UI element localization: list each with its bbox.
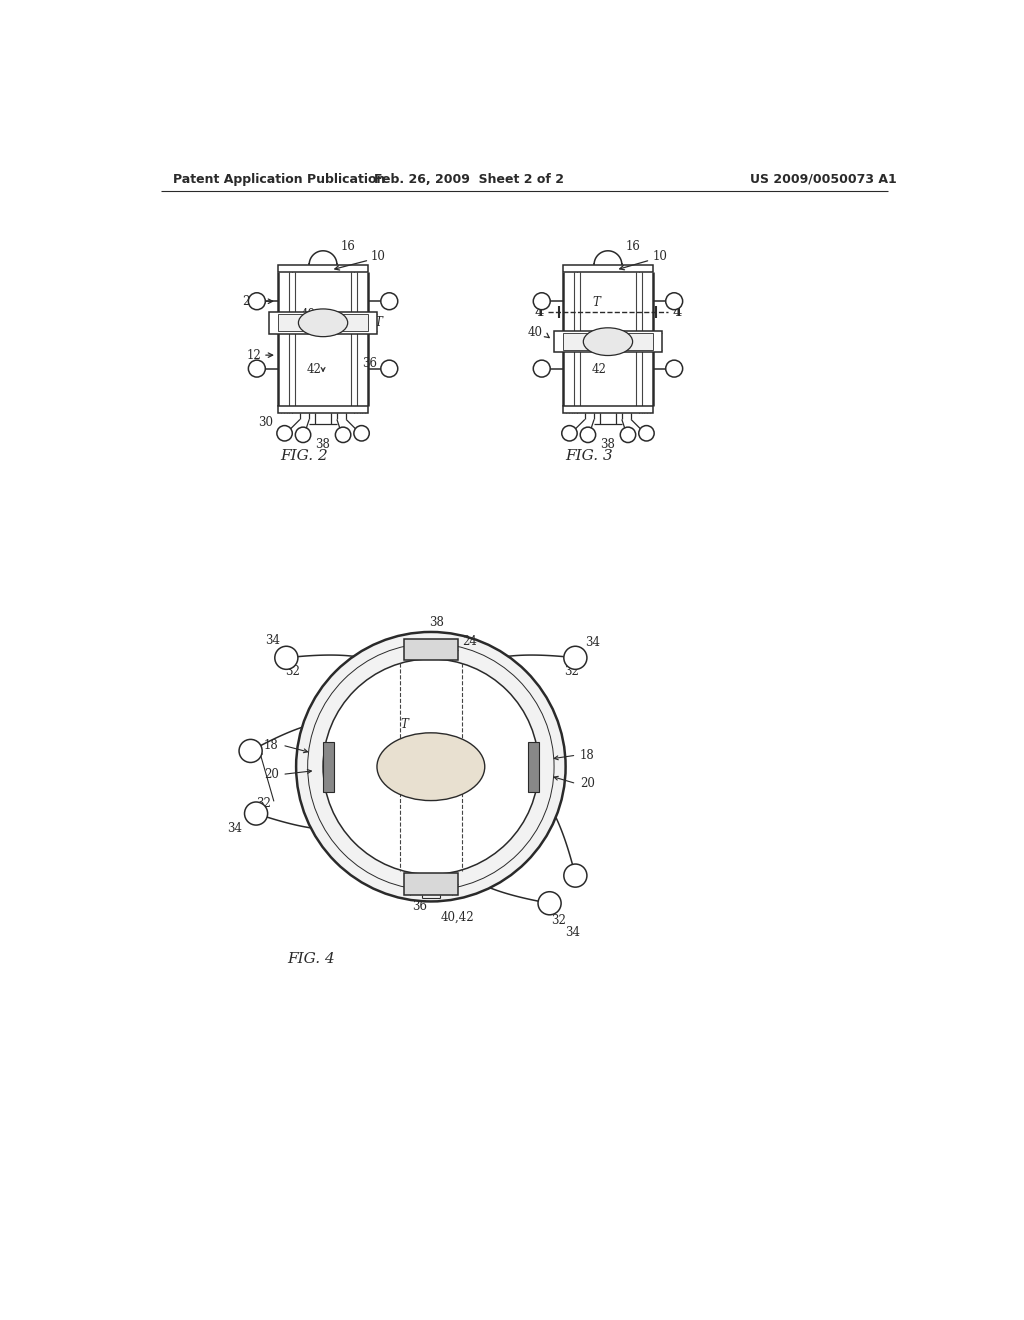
Circle shape [666, 360, 683, 378]
Text: 38: 38 [430, 616, 444, 630]
Text: 4: 4 [535, 305, 544, 318]
Circle shape [562, 425, 578, 441]
Text: 42: 42 [306, 363, 322, 376]
Circle shape [354, 425, 370, 441]
Text: 34: 34 [265, 635, 280, 647]
Bar [403, 639, 458, 660]
Circle shape [276, 425, 292, 441]
Text: 32: 32 [551, 913, 566, 927]
Circle shape [249, 293, 265, 310]
Bar [269, 312, 377, 334]
Bar [563, 333, 652, 350]
Circle shape [249, 360, 265, 378]
Circle shape [336, 428, 351, 442]
Ellipse shape [298, 309, 348, 337]
Text: FIG. 3: FIG. 3 [565, 449, 612, 462]
Text: 28: 28 [243, 294, 257, 308]
Text: FIG. 4: FIG. 4 [288, 952, 336, 966]
Circle shape [274, 647, 298, 669]
Bar [528, 742, 539, 792]
Text: 20: 20 [264, 768, 279, 781]
Circle shape [323, 659, 539, 874]
Text: 16: 16 [626, 240, 640, 253]
Text: 16: 16 [340, 240, 355, 253]
Circle shape [666, 293, 683, 310]
Text: 12: 12 [247, 348, 261, 362]
Text: 36: 36 [361, 356, 377, 370]
Text: US 2009/0050073 A1: US 2009/0050073 A1 [751, 173, 897, 186]
Text: 34: 34 [227, 822, 242, 836]
Circle shape [621, 428, 636, 442]
Circle shape [239, 739, 262, 763]
Text: 40: 40 [527, 326, 543, 339]
Circle shape [639, 425, 654, 441]
Circle shape [564, 647, 587, 669]
Text: 20: 20 [580, 777, 595, 791]
Circle shape [381, 293, 397, 310]
Text: T: T [400, 718, 408, 731]
Text: 38: 38 [600, 437, 615, 450]
Text: 32: 32 [256, 797, 271, 810]
Bar [279, 407, 368, 413]
Bar [279, 264, 368, 272]
Bar [323, 742, 334, 792]
Text: T: T [375, 317, 382, 329]
Text: 34: 34 [565, 927, 581, 939]
Text: 42: 42 [591, 363, 606, 376]
Text: 40: 40 [300, 308, 315, 321]
Circle shape [564, 865, 587, 887]
Circle shape [581, 428, 596, 442]
Text: T: T [593, 296, 600, 309]
Text: Patent Application Publication: Patent Application Publication [173, 173, 385, 186]
Text: 18: 18 [264, 739, 279, 751]
Ellipse shape [584, 327, 633, 355]
Text: 18: 18 [580, 748, 595, 762]
Bar [563, 407, 652, 413]
Bar [554, 331, 662, 352]
Text: 4: 4 [673, 305, 682, 318]
Circle shape [296, 632, 565, 902]
Text: 36: 36 [412, 900, 427, 913]
Text: 24: 24 [462, 635, 477, 648]
Circle shape [538, 892, 561, 915]
Text: Feb. 26, 2009  Sheet 2 of 2: Feb. 26, 2009 Sheet 2 of 2 [375, 173, 564, 186]
Text: 38: 38 [315, 437, 331, 450]
Circle shape [534, 293, 550, 310]
Bar [403, 873, 458, 895]
Bar [563, 264, 652, 272]
Circle shape [381, 360, 397, 378]
Bar [279, 314, 368, 331]
Text: 10: 10 [371, 251, 386, 264]
Text: FIG. 2: FIG. 2 [280, 449, 328, 462]
Text: 30: 30 [258, 416, 272, 429]
Text: 40,42: 40,42 [441, 911, 474, 924]
Text: 10: 10 [653, 251, 668, 264]
Ellipse shape [377, 733, 484, 800]
Text: 34: 34 [585, 636, 600, 649]
Text: 32: 32 [564, 665, 579, 678]
Circle shape [534, 360, 550, 378]
Circle shape [245, 803, 267, 825]
Text: 32: 32 [285, 665, 300, 678]
Circle shape [295, 428, 310, 442]
